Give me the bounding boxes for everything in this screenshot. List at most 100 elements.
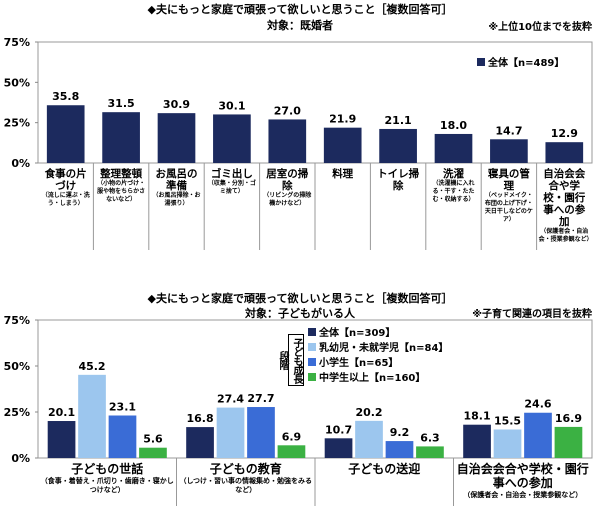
chart2-category-label: 子どもの教育 （しつけ・習い事の情報集め・勉強をみるなど） <box>179 462 314 496</box>
chart1-category-label: お風呂の準備 （お風呂掃除・お湯張り） <box>151 168 202 208</box>
legend-swatch <box>308 327 316 336</box>
chart2-data-label: 27.7 <box>247 392 274 405</box>
category-main-label: 自治会会合や学校・園行事への参加 <box>543 168 586 229</box>
chart1-legend: 全体【n=489】 <box>477 54 564 69</box>
chart1-title: ◆夫にもっと家庭で頑張って欲しいと思うこと［複数回答可］ <box>147 3 453 16</box>
chart2-data-label: 10.7 <box>325 423 352 436</box>
chart1-data-label: 35.8 <box>52 90 79 103</box>
category-sub-label: （しつけ・習い事の情報集め・勉強をみるなど） <box>179 476 313 495</box>
chart1-bar <box>213 114 251 163</box>
chart2-category-label: 子どもの送迎 <box>317 462 452 477</box>
chart2-bar <box>554 426 583 458</box>
legend-swatch <box>308 372 316 381</box>
chart2-data-label: 16.8 <box>186 412 213 425</box>
chart2-bar <box>216 407 245 458</box>
chart2-data-label: 9.2 <box>390 426 410 439</box>
category-main-label: 居室の掃除 <box>266 168 309 193</box>
chart1-bar <box>434 133 473 163</box>
chart2-bar <box>247 407 275 458</box>
chart1-bar <box>268 119 307 163</box>
chart2-data-label: 45.2 <box>78 360 105 373</box>
chart1-category-label: 洗濯 （洗濯機に入れる・干す・たたむ・収納する） <box>428 168 479 204</box>
chart1-y-tick-label: 50% <box>4 76 30 89</box>
chart1-category-label: 料理 <box>317 168 368 180</box>
legend-label: 全体【n=489】 <box>488 58 565 69</box>
chart2-bar <box>108 415 137 458</box>
category-main-label: 食事の片づけ <box>44 168 87 193</box>
category-sub-label: （リビングの掃除機かけなど） <box>263 192 312 208</box>
chart2-bar <box>385 441 414 458</box>
chart1-bar <box>102 112 140 163</box>
chart2-data-label: 6.3 <box>420 431 440 444</box>
chart1-bar <box>46 105 85 163</box>
chart1-y-tick-label: 0% <box>11 157 30 170</box>
chart2-legend-item: 全体【n=309】 <box>308 324 395 339</box>
chart2-y-tick-label: 25% <box>4 406 30 419</box>
chart2-bar <box>355 420 383 458</box>
chart2-data-label: 16.9 <box>555 412 582 425</box>
chart1-data-label: 30.1 <box>218 99 245 112</box>
category-sub-label: （食事・着替え・爪切り・歯磨き・寝かしつけなど） <box>40 476 174 495</box>
category-main-label: 自治会会合や学校・園行事への参加 <box>456 462 589 490</box>
chart1-category-label: 整理整頓 （小物の片づけ・服や物をちらかさないなど） <box>95 168 146 204</box>
chart2-title: ◆夫にもっと家庭で頑張って欲しいと思うこと［複数回答可］ <box>147 292 453 305</box>
chart2-data-label: 20.1 <box>48 406 75 419</box>
chart2-category-label: 子どもの世話 （食事・着替え・爪切り・歯磨き・寝かしつけなど） <box>40 462 175 496</box>
chart2-bar <box>47 421 76 458</box>
chart1-category-label: 食事の片づけ （流しに運ぶ・洗う・しまう） <box>40 168 91 208</box>
chart1-y-tick-label: 75% <box>4 36 30 49</box>
chart1-category-label: 寝具の管理 （ベッドメイク・布団の上げ下げ・天日干しなどのケア） <box>483 168 534 225</box>
chart2-bar <box>186 427 214 458</box>
chart2-y-tick-label: 75% <box>4 314 30 327</box>
legend-swatch <box>308 342 316 351</box>
legend-swatch <box>477 57 485 66</box>
chart2-data-label: 20.2 <box>355 406 382 419</box>
chart2-legend-group-label: 子ども成長段階 <box>277 334 304 386</box>
chart2-legend-item: 中学生以上【n=160】 <box>308 369 425 384</box>
chart2-data-label: 23.1 <box>109 400 136 413</box>
chart1-data-label: 30.9 <box>163 98 190 111</box>
legend-swatch <box>308 357 316 366</box>
category-sub-label: （保護者会・自治会・授業参観など） <box>463 490 583 499</box>
chart2-note: ※子育て関連の項目を抜粋 <box>472 309 592 320</box>
chart2-bar <box>139 447 167 458</box>
chart1-bar <box>545 142 584 163</box>
legend-label: 中学生以上【n=160】 <box>319 373 426 384</box>
chart1-category-label: 自治会会合や学校・園行事への参加 （保護者会・自治会・授業参観など） <box>538 168 593 245</box>
chart1-subtitle: 対象：既婚者 <box>267 19 333 32</box>
chart1-data-label: 21.9 <box>329 113 356 126</box>
chart2-bar <box>78 374 106 458</box>
category-main-label: 子どもの送迎 <box>348 462 421 476</box>
chart1-category-label: 居室の掃除 （リビングの掃除機かけなど） <box>262 168 313 208</box>
chart2-y-tick-label: 0% <box>11 452 30 465</box>
legend-label: 乳幼児・未就学児【n=84】 <box>319 343 449 354</box>
chart2-legend-item: 乳幼児・未就学児【n=84】 <box>308 339 448 354</box>
chart1-category-label: トイレ掃除 <box>372 168 423 192</box>
category-main-label: 洗濯 <box>442 168 464 180</box>
category-sub-label: （お風呂掃除・お湯張り） <box>152 192 201 208</box>
legend-label: 小学生【n=65】 <box>319 358 399 369</box>
chart2-y-tick-label: 50% <box>4 360 30 373</box>
chart1-bar <box>379 128 417 163</box>
chart2-bar <box>324 438 353 458</box>
category-main-label: ゴミ出し <box>210 168 253 180</box>
chart2-bar <box>524 412 552 458</box>
category-main-label: トイレ掃除 <box>377 168 420 193</box>
category-sub-label: （保護者会・自治会・授業参観など） <box>538 228 593 244</box>
category-sub-label: （流しに運ぶ・洗う・しまう） <box>41 192 90 208</box>
chart1-note: ※上位10位までを抜粋 <box>488 22 592 33</box>
category-main-label: 子どもの世話 <box>71 462 144 476</box>
chart2-category-label: 自治会会合や学校・園行事への参加 （保護者会・自治会・授業参観など） <box>456 462 591 500</box>
chart1-bar <box>323 127 362 163</box>
chart1-bar <box>157 113 196 163</box>
category-sub-label: （洗濯機に入れる・干す・たたむ・収納する） <box>432 180 475 204</box>
legend-label: 全体【n=309】 <box>319 328 396 339</box>
chart2-data-label: 24.6 <box>524 398 551 411</box>
chart1-data-label: 18.0 <box>440 119 467 132</box>
chart1-data-label: 31.5 <box>108 97 135 110</box>
chart2-data-label: 6.9 <box>282 430 302 443</box>
category-main-label: 料理 <box>332 168 354 180</box>
chart2-bar <box>493 429 522 458</box>
